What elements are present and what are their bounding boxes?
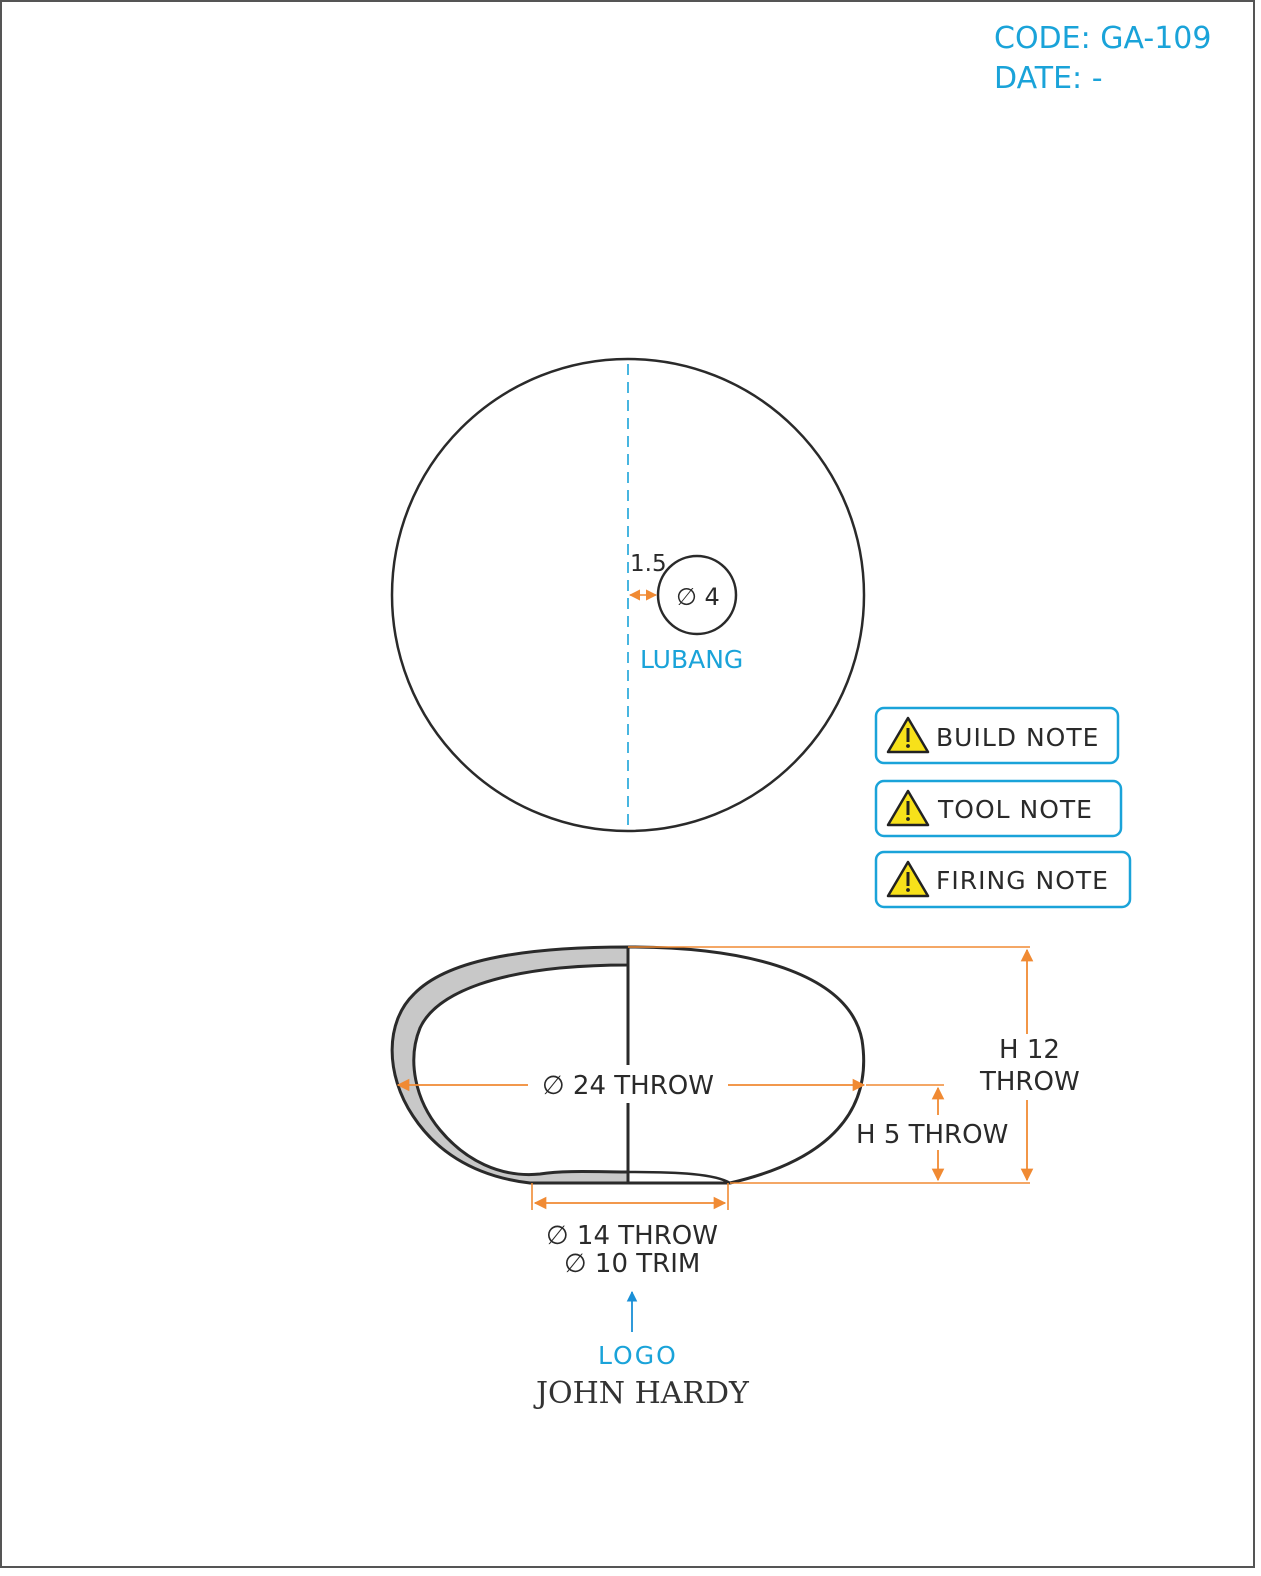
note-firing[interactable]: FIRING NOTE: [874, 850, 1132, 909]
foot-label-line2: ∅ 10 TRIM: [564, 1249, 700, 1279]
note-tool-label: TOOL NOTE: [937, 795, 1093, 824]
offset-label: 1.5: [630, 551, 667, 577]
outer-circle: [390, 357, 866, 833]
height-total-label-line1: H 12: [999, 1035, 1060, 1065]
exterior-profile: [627, 945, 866, 1185]
warning-icon: [886, 789, 930, 827]
hole-diameter-label: ∅ 4: [676, 583, 720, 611]
diameter-label: ∅ 24 THROW: [542, 1071, 714, 1101]
warning-icon: [886, 716, 930, 754]
date-label: DATE: -: [994, 61, 1103, 96]
top-view: ∅ 4 1.5 LUBANG: [390, 357, 866, 833]
note-build-label: BUILD NOTE: [936, 723, 1099, 752]
height-total-label-line2: THROW: [979, 1067, 1080, 1097]
warning-icon: [886, 860, 930, 898]
note-tool[interactable]: TOOL NOTE: [874, 779, 1123, 838]
note-build[interactable]: BUILD NOTE: [874, 706, 1120, 765]
hole-circle: [656, 554, 738, 636]
wall-section: [390, 945, 630, 1185]
logo-caption: LOGO: [598, 1341, 678, 1370]
hole-name-label: LUBANG: [640, 645, 743, 674]
foot-arc: [627, 1170, 731, 1185]
note-firing-label: FIRING NOTE: [936, 866, 1109, 895]
height-partial-label: H 5 THROW: [856, 1120, 1008, 1150]
code-label: CODE: GA-109: [994, 21, 1211, 56]
brand-logo: JOHN HARDY: [533, 1376, 750, 1411]
foot-label-line1: ∅ 14 THROW: [546, 1221, 718, 1251]
side-view: ∅ 24 THROW H 12 THROW H 5 THROW ∅ 14 THR…: [390, 945, 1080, 1279]
